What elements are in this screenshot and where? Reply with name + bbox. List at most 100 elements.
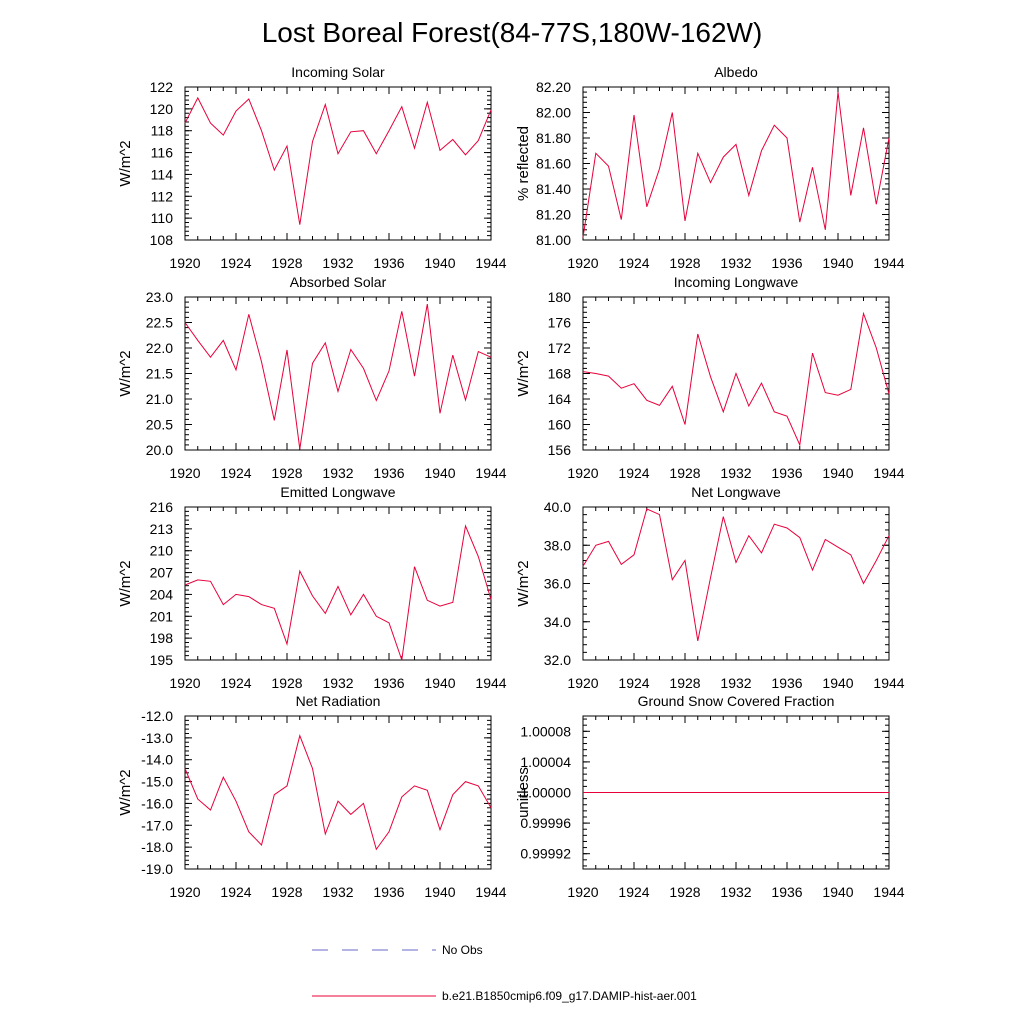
x-tick-label: 1940	[822, 465, 853, 481]
y-tick-label: 34.0	[544, 614, 571, 630]
x-tick-label: 1924	[618, 255, 649, 271]
x-tick-label: 1928	[271, 884, 302, 900]
panel-5: Emitted Longwave W/m^2 1920 1924 1928 1932 193…	[117, 484, 507, 691]
panel-7: Net Radiation W/m^2 1920 1924 1928 1932 1936 19…	[117, 693, 507, 900]
y-tick-label: 110	[151, 210, 174, 226]
plot-frame	[582, 86, 890, 241]
y-tick-label: 195	[150, 652, 174, 668]
y-tick-label: 118	[151, 123, 174, 139]
y-tick-label: -15.0	[141, 774, 173, 790]
y-tick-label: 1.00000	[520, 785, 571, 801]
y-tick-label: -16.0	[141, 795, 173, 811]
legend: No Obs b.e21.B1850cmip6.f09_g17.DAMIP-hi…	[312, 943, 697, 1003]
x-tick-label: 1940	[822, 675, 853, 691]
x-tick-label: 1932	[720, 255, 751, 271]
series-line	[582, 508, 890, 641]
x-tick-label: 1936	[373, 255, 404, 271]
panel-4: Incoming Longwave W/m^2 1920 1924 1928 1932 19…	[515, 274, 905, 481]
y-tick-label: -19.0	[141, 861, 173, 877]
y-tick-label: 82.20	[536, 79, 571, 95]
figure-title: Lost Boreal Forest(84-77S,180W-162W)	[262, 17, 763, 48]
x-tick-label: 1928	[669, 884, 700, 900]
y-tick-label: 20.5	[146, 417, 173, 433]
x-tick-label: 1944	[475, 465, 506, 481]
y-tick-label: 23.0	[146, 289, 173, 305]
x-tick-label: 1936	[771, 675, 802, 691]
panel-title: Emitted Longwave	[280, 484, 395, 500]
y-tick-label: 81.20	[536, 207, 571, 223]
x-tick-label: 1944	[873, 465, 904, 481]
x-tick-label: 1944	[873, 255, 904, 271]
x-tick-label: 1928	[271, 255, 302, 271]
x-tick-label: 1932	[322, 675, 353, 691]
y-tick-label: 81.00	[536, 232, 571, 248]
legend-label-no-obs: No Obs	[442, 943, 483, 957]
y-tick-label: 168	[548, 366, 572, 382]
x-tick-label: 1932	[720, 465, 751, 481]
x-tick-label: 1924	[220, 675, 251, 691]
y-tick-label: 164	[548, 391, 572, 407]
y-tick-label: 114	[151, 166, 174, 182]
y-axis-label: unitless	[515, 767, 532, 818]
x-tick-label: 1928	[271, 675, 302, 691]
x-tick-label: 1920	[567, 465, 598, 481]
y-axis-label: W/m^2	[117, 140, 134, 186]
y-tick-label: 81.40	[536, 181, 571, 197]
x-tick-label: 1920	[567, 255, 598, 271]
y-axis-label: W/m^2	[117, 560, 134, 606]
y-axis-label: W/m^2	[515, 560, 532, 606]
x-tick-label: 1924	[618, 465, 649, 481]
plot-frame	[184, 506, 492, 661]
series-line	[582, 92, 890, 238]
y-tick-label: -18.0	[141, 839, 173, 855]
y-tick-label: 21.0	[146, 391, 173, 407]
panel-title: Net Longwave	[691, 484, 781, 500]
y-axis-label: W/m^2	[117, 769, 134, 815]
panel-3: Absorbed Solar W/m^2 1920 1924 1928 1932 1936 1…	[117, 274, 507, 481]
x-tick-label: 1940	[822, 884, 853, 900]
y-tick-label: 172	[548, 340, 572, 356]
x-tick-label: 1944	[475, 884, 506, 900]
y-tick-label: -14.0	[141, 752, 173, 768]
y-tick-label: 176	[548, 315, 572, 331]
x-tick-label: 1936	[373, 465, 404, 481]
y-tick-label: 156	[548, 442, 572, 458]
y-tick-label: 210	[150, 543, 174, 559]
plot-frame	[582, 506, 890, 661]
x-tick-label: 1924	[618, 884, 649, 900]
y-tick-label: 207	[150, 565, 174, 581]
y-tick-label: -17.0	[141, 817, 173, 833]
x-tick-label: 1924	[220, 465, 251, 481]
y-tick-label: 0.99996	[520, 815, 571, 831]
y-tick-label: 108	[150, 232, 174, 248]
y-tick-label: 116	[151, 145, 174, 161]
x-tick-label: 1928	[271, 465, 302, 481]
x-tick-label: 1944	[475, 255, 506, 271]
plot-frame	[184, 86, 492, 241]
series-line	[184, 304, 492, 450]
x-tick-label: 1920	[567, 675, 598, 691]
y-tick-label: 160	[548, 417, 572, 433]
x-tick-label: 1940	[424, 675, 455, 691]
x-tick-label: 1920	[169, 675, 200, 691]
y-tick-label: -12.0	[141, 708, 173, 724]
x-tick-label: 1932	[322, 884, 353, 900]
x-tick-label: 1940	[822, 255, 853, 271]
y-tick-label: -13.0	[141, 730, 173, 746]
y-tick-label: 112	[151, 188, 174, 204]
y-tick-label: 82.00	[536, 105, 571, 121]
panel-title: Ground Snow Covered Fraction	[638, 693, 835, 709]
x-tick-label: 1928	[669, 675, 700, 691]
x-tick-label: 1920	[169, 465, 200, 481]
panel-6: Net Longwave W/m^2 1920 1924 1928 1932 1936 194…	[515, 484, 905, 691]
x-tick-label: 1940	[424, 465, 455, 481]
y-tick-label: 216	[150, 499, 174, 515]
x-tick-label: 1928	[669, 255, 700, 271]
x-tick-label: 1936	[373, 675, 404, 691]
x-tick-label: 1944	[873, 884, 904, 900]
y-tick-label: 20.0	[146, 442, 173, 458]
y-tick-label: 198	[150, 630, 174, 646]
x-tick-label: 1932	[720, 675, 751, 691]
x-tick-label: 1920	[169, 255, 200, 271]
y-tick-label: 180	[548, 289, 572, 305]
